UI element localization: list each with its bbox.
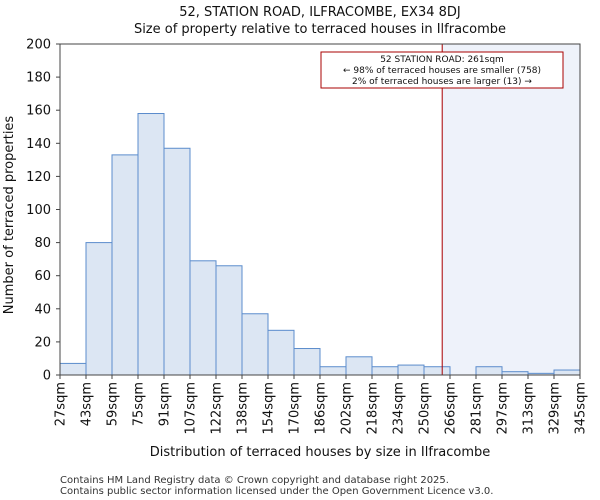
- bar-138sqm: [241, 313, 269, 376]
- bar-59sqm: [111, 154, 139, 376]
- bar-154sqm: [267, 329, 295, 376]
- bar-122sqm: [215, 265, 243, 376]
- annotation-line-3: 2% of terraced houses are larger (13) →: [352, 77, 532, 87]
- annotation-line-2: ← 98% of terraced houses are smaller (75…: [343, 66, 541, 76]
- x-tick-label: 43sqm: [80, 382, 95, 426]
- x-tick-label: 170sqm: [288, 382, 303, 435]
- bar-43sqm: [85, 242, 113, 376]
- chart-title: 52, STATION ROAD, ILFRACOMBE, EX34 8DJ: [179, 5, 461, 20]
- y-axis-label: Number of terraced properties: [2, 116, 17, 315]
- x-tick-label: 281sqm: [470, 382, 485, 435]
- bar-186sqm: [319, 366, 347, 376]
- x-axis-label: Distribution of terraced houses by size …: [150, 445, 491, 460]
- x-tick-label: 313sqm: [522, 382, 537, 435]
- chart-subtitle: Size of property relative to terraced ho…: [134, 22, 506, 37]
- y-tick-label: 40: [34, 302, 51, 317]
- x-tick-label: 297sqm: [496, 382, 511, 435]
- bar-234sqm: [397, 364, 425, 376]
- x-tick-label: 59sqm: [106, 382, 121, 426]
- y-tick-label: 140: [26, 137, 51, 152]
- bar-91sqm: [163, 147, 191, 376]
- bar-250sqm: [423, 366, 451, 376]
- y-tick-label: 180: [26, 71, 51, 86]
- x-tick-label: 250sqm: [418, 382, 433, 435]
- x-tick-label: 154sqm: [262, 382, 277, 435]
- x-tick-label: 234sqm: [392, 382, 407, 435]
- y-axis: 0 20 40 60 80 100 120 140 160 180 200: [26, 38, 60, 384]
- y-tick-label: 160: [26, 104, 51, 119]
- x-tick-label: 202sqm: [340, 382, 355, 435]
- bar-329sqm: [553, 369, 581, 376]
- x-tick-label: 218sqm: [366, 382, 381, 435]
- x-tick-label: 122sqm: [210, 382, 225, 435]
- highlight-region: [442, 44, 580, 375]
- y-tick-label: 80: [34, 236, 51, 251]
- annotation-box: 52 STATION ROAD: 261sqm ← 98% of terrace…: [320, 51, 564, 89]
- bar-218sqm: [371, 366, 399, 376]
- y-tick-label: 60: [34, 269, 51, 284]
- x-tick-label: 138sqm: [236, 382, 251, 435]
- x-tick-label: 345sqm: [574, 382, 589, 435]
- annotation-frame: [320, 51, 564, 89]
- y-tick-label: 20: [34, 335, 51, 350]
- x-tick-label: 91sqm: [158, 382, 173, 426]
- bar-202sqm: [345, 356, 373, 376]
- annotation-line-1: 52 STATION ROAD: 261sqm: [380, 55, 504, 65]
- bar-281sqm: [475, 366, 503, 376]
- footer-line-2: Contains public sector information licen…: [60, 486, 493, 497]
- y-tick-label: 0: [43, 369, 51, 384]
- x-tick-label: 329sqm: [548, 382, 563, 435]
- y-tick-label: 100: [26, 203, 51, 218]
- x-tick-label: 75sqm: [132, 382, 147, 426]
- x-axis: 27sqm 43sqm 59sqm 75sqm 91sqm 107sqm 122sqm 138…: [54, 375, 589, 435]
- x-tick-label: 27sqm: [54, 382, 69, 426]
- x-tick-label: 107sqm: [184, 382, 199, 435]
- y-tick-label: 200: [26, 38, 51, 53]
- bar-75sqm: [137, 113, 165, 376]
- bar-170sqm: [293, 348, 321, 376]
- bars: [59, 113, 581, 376]
- bar-27sqm: [59, 362, 87, 376]
- bar-107sqm: [189, 260, 217, 376]
- y-tick-label: 120: [26, 170, 51, 185]
- x-tick-label: 186sqm: [314, 382, 329, 435]
- footer-line-1: Contains HM Land Registry data © Crown c…: [60, 475, 449, 486]
- x-tick-label: 266sqm: [444, 382, 459, 435]
